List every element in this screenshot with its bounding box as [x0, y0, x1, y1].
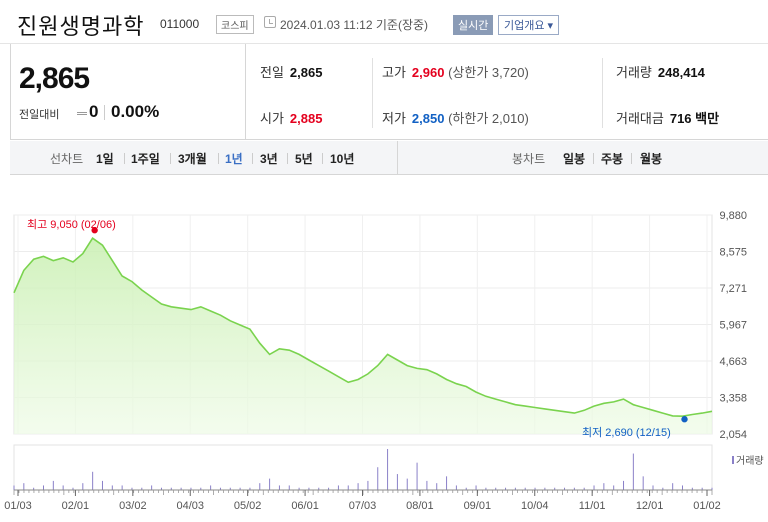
- stat-volume: 거래량 248,414: [616, 62, 705, 81]
- divider: [593, 153, 594, 164]
- candle-weekly[interactable]: 주봉: [601, 152, 624, 166]
- stock-code: 011000: [160, 17, 200, 31]
- stat-value: 716 백만: [669, 111, 720, 126]
- stat-high: 고가 2,960 (상한가 3,720): [382, 62, 529, 81]
- y-tick-label: 5,967: [719, 320, 747, 332]
- x-tick-label: 02/01: [62, 500, 90, 512]
- period-5y[interactable]: 5년: [295, 152, 313, 166]
- candle-chart-label: 봉차트: [512, 152, 546, 166]
- divider: [372, 58, 373, 128]
- price-chart: 9,880 8,575 7,271 5,967 4,663 3,358 2,054 최고 9…: [4, 210, 764, 512]
- stat-label: 거래대금: [616, 111, 664, 126]
- y-tick-label: 8,575: [719, 247, 747, 259]
- unchanged-icon: [77, 112, 87, 115]
- max-annotation: 최고 9,050 (02/06): [27, 218, 116, 231]
- divider: [287, 153, 288, 164]
- chart-period-bar: 선차트 1일 1주일 3개월 1년 3년 5년 10년 봉차트 일봉 주봉 월봉: [10, 141, 768, 175]
- stat-value: 2,960: [411, 65, 445, 80]
- stat-label: 거래량: [616, 65, 652, 80]
- realtime-button[interactable]: 실시간: [453, 15, 494, 35]
- y-tick-label: 3,358: [719, 393, 747, 405]
- stat-value: 248,414: [657, 65, 705, 80]
- stock-header: 진원생명과학 011000 코스피 2024.01.03 11:12 기준(장중…: [0, 0, 768, 44]
- stat-label: 고가: [382, 65, 406, 80]
- period-10y[interactable]: 10년: [330, 152, 355, 166]
- divider: [218, 153, 219, 164]
- divider: [170, 153, 171, 164]
- stat-open: 시가 2,885: [260, 108, 322, 127]
- period-1y[interactable]: 1년: [225, 152, 243, 166]
- y-tick-label: 9,880: [719, 210, 747, 222]
- divider: [631, 153, 632, 164]
- divider: [322, 153, 323, 164]
- min-annotation: 최저 2,690 (12/15): [582, 426, 671, 439]
- divider: [602, 58, 603, 128]
- current-price: 2,865: [19, 62, 90, 95]
- period-1w[interactable]: 1주일: [131, 152, 160, 166]
- stat-label: 저가: [382, 111, 406, 126]
- change-percent: 0.00%: [111, 102, 160, 121]
- period-1d[interactable]: 1일: [96, 152, 114, 166]
- period-3m[interactable]: 3개월: [178, 152, 207, 166]
- stat-value: 2,865: [289, 65, 323, 80]
- x-tick-label: 09/01: [464, 500, 492, 512]
- x-tick-label: 05/02: [234, 500, 262, 512]
- min-marker: [681, 416, 688, 423]
- divider: [397, 141, 398, 175]
- timestamp: 2024.01.03 11:12 기준(장중): [280, 18, 429, 32]
- period-3y[interactable]: 3년: [260, 152, 278, 166]
- upper-limit: (상한가 3,720): [448, 65, 529, 80]
- volume-legend-swatch: [732, 456, 734, 464]
- x-tick-label: 10/04: [521, 500, 549, 512]
- divider: [252, 153, 253, 164]
- x-tick-label: 01/03: [4, 500, 32, 512]
- stock-name: 진원생명과학: [17, 14, 145, 39]
- stat-amount: 거래대금 716 백만: [616, 108, 719, 127]
- stat-low: 저가 2,850 (하한가 2,010): [382, 108, 529, 127]
- x-tick-label: 06/01: [291, 500, 319, 512]
- stat-value: 2,885: [289, 111, 323, 126]
- price-area: [14, 238, 712, 434]
- candle-daily[interactable]: 일봉: [563, 152, 586, 166]
- divider: [124, 153, 125, 164]
- x-tick-label: 01/02: [693, 500, 721, 512]
- stat-label: 전일: [260, 65, 284, 80]
- stat-label: 시가: [260, 111, 284, 126]
- clock-icon: [264, 16, 276, 28]
- x-tick-label: 04/03: [176, 500, 204, 512]
- y-tick-label: 2,054: [719, 429, 747, 441]
- price-line: [13, 237, 713, 418]
- change-value: 0: [89, 102, 99, 121]
- volume-legend: 거래량: [736, 455, 764, 467]
- candle-monthly[interactable]: 월봉: [640, 152, 663, 166]
- max-marker: [91, 227, 98, 234]
- change-label: 전일대비: [19, 109, 60, 121]
- x-tick-label: 12/01: [636, 500, 664, 512]
- stat-prev-close: 전일 2,865: [260, 62, 322, 81]
- x-tick-label: 08/01: [406, 500, 434, 512]
- y-tick-label: 4,663: [719, 356, 747, 368]
- x-tick-label: 07/03: [349, 500, 377, 512]
- company-overview-dropdown[interactable]: 기업개요 ▾: [498, 15, 560, 35]
- x-tick-label: 11/01: [579, 500, 606, 512]
- volume-frame: [13, 444, 713, 491]
- current-price-panel: 2,865 전일대비 0 0.00%: [10, 44, 246, 140]
- divider: [104, 105, 105, 120]
- y-tick-label: 7,271: [719, 283, 747, 295]
- market-badge: 코스피: [216, 15, 254, 34]
- line-chart-label: 선차트: [50, 152, 84, 166]
- x-tick-label: 03/02: [119, 500, 147, 512]
- lower-limit: (하한가 2,010): [448, 111, 529, 126]
- price-stats: 전일 2,865 고가 2,960 (상한가 3,720) 거래량 248,414 시…: [246, 44, 768, 140]
- stat-value: 2,850: [411, 111, 445, 126]
